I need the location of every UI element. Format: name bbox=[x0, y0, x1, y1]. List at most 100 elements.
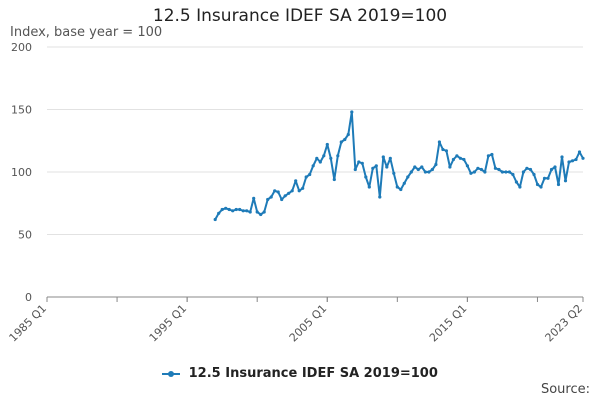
data-point bbox=[238, 207, 242, 212]
data-point bbox=[430, 167, 434, 172]
data-point bbox=[224, 206, 228, 210]
data-point bbox=[392, 171, 396, 175]
data-point bbox=[437, 140, 441, 144]
y-tick-label: 0 bbox=[25, 291, 32, 304]
data-point bbox=[399, 187, 403, 192]
data-point bbox=[266, 197, 270, 202]
data-point bbox=[350, 110, 354, 114]
x-tick-label: 2023 Q2 bbox=[543, 302, 586, 345]
data-point bbox=[248, 210, 252, 214]
data-point bbox=[325, 142, 329, 147]
data-point bbox=[220, 207, 224, 212]
data-point bbox=[262, 210, 266, 214]
data-point bbox=[465, 164, 469, 168]
data-point bbox=[532, 172, 536, 177]
data-point bbox=[280, 197, 284, 202]
data-point bbox=[371, 166, 375, 170]
data-point bbox=[525, 166, 529, 170]
y-tick-label: 150 bbox=[11, 104, 32, 117]
data-point bbox=[493, 166, 497, 170]
data-point bbox=[528, 167, 533, 172]
data-point bbox=[339, 140, 343, 144]
data-point bbox=[304, 175, 308, 179]
data-point bbox=[462, 157, 466, 162]
data-point bbox=[472, 170, 476, 174]
data-point bbox=[315, 156, 319, 160]
data-point bbox=[276, 190, 280, 194]
data-point bbox=[311, 164, 315, 168]
data-point bbox=[542, 176, 547, 180]
data-point bbox=[402, 181, 406, 185]
data-point bbox=[353, 167, 357, 172]
data-point bbox=[507, 170, 511, 174]
data-point bbox=[448, 165, 452, 169]
data-point bbox=[476, 166, 480, 170]
data-point bbox=[231, 209, 235, 213]
data-point bbox=[297, 189, 301, 193]
data-point bbox=[577, 150, 582, 154]
data-point bbox=[479, 167, 483, 172]
data-point bbox=[381, 155, 385, 159]
legend-label: 12.5 Insurance IDEF SA 2019=100 bbox=[188, 366, 438, 381]
y-tick-label: 200 bbox=[11, 41, 32, 54]
data-point bbox=[486, 154, 490, 158]
series-layer bbox=[213, 110, 585, 222]
data-point bbox=[322, 154, 326, 158]
data-point bbox=[500, 170, 504, 174]
data-point bbox=[570, 159, 575, 163]
data-point bbox=[269, 195, 273, 199]
data-point bbox=[560, 155, 564, 159]
data-point bbox=[511, 172, 515, 177]
series-line bbox=[214, 111, 584, 220]
chart-title: 12.5 Insurance IDEF SA 2019=100 bbox=[152, 6, 448, 26]
data-point bbox=[367, 185, 371, 189]
data-point bbox=[413, 165, 417, 169]
data-point bbox=[259, 212, 263, 217]
x-tick-label: 2005 Q1 bbox=[287, 302, 330, 345]
chart-legend[interactable]: 12.5 Insurance IDEF SA 2019=100 bbox=[0, 366, 600, 381]
x-tick-label: 1985 Q1 bbox=[7, 302, 50, 345]
data-point bbox=[364, 175, 368, 179]
x-tick-label: 2015 Q1 bbox=[427, 302, 470, 345]
source-link[interactable]: Source: bbox=[540, 382, 590, 397]
data-point bbox=[318, 160, 322, 164]
data-point bbox=[455, 154, 459, 158]
data-point bbox=[423, 170, 427, 174]
data-point bbox=[283, 194, 287, 198]
data-point bbox=[346, 132, 350, 137]
data-point bbox=[574, 157, 578, 162]
data-point bbox=[504, 170, 508, 174]
data-point bbox=[553, 165, 557, 169]
data-point bbox=[343, 137, 347, 142]
data-point bbox=[241, 209, 245, 213]
data-point bbox=[441, 147, 445, 152]
data-point bbox=[336, 154, 340, 158]
data-point bbox=[563, 179, 568, 183]
data-point bbox=[385, 165, 389, 169]
x-tick-label: 1995 Q1 bbox=[147, 302, 190, 345]
data-point bbox=[546, 176, 550, 180]
data-point bbox=[294, 179, 298, 183]
data-point bbox=[581, 156, 585, 160]
data-point bbox=[497, 167, 501, 172]
data-point bbox=[567, 160, 571, 164]
data-point bbox=[255, 210, 259, 214]
y-tick-label: 100 bbox=[11, 166, 32, 179]
data-point bbox=[539, 185, 543, 189]
data-point bbox=[556, 182, 561, 187]
data-point bbox=[301, 186, 305, 190]
data-point bbox=[409, 170, 413, 174]
data-point bbox=[490, 152, 494, 157]
legend-dot-icon bbox=[168, 370, 175, 377]
data-point bbox=[213, 217, 217, 222]
data-point bbox=[217, 211, 221, 215]
data-point bbox=[434, 162, 438, 167]
data-point bbox=[427, 170, 431, 174]
axes: 0 50 100 150 200 1985 Q1 1995 Q1 2005 Q1 2015 Q1… bbox=[7, 41, 586, 344]
data-point bbox=[406, 175, 410, 179]
data-point bbox=[388, 156, 392, 160]
data-point bbox=[245, 209, 249, 213]
data-point bbox=[549, 167, 554, 172]
y-axis-label: Index, base year = 100 bbox=[10, 25, 163, 40]
